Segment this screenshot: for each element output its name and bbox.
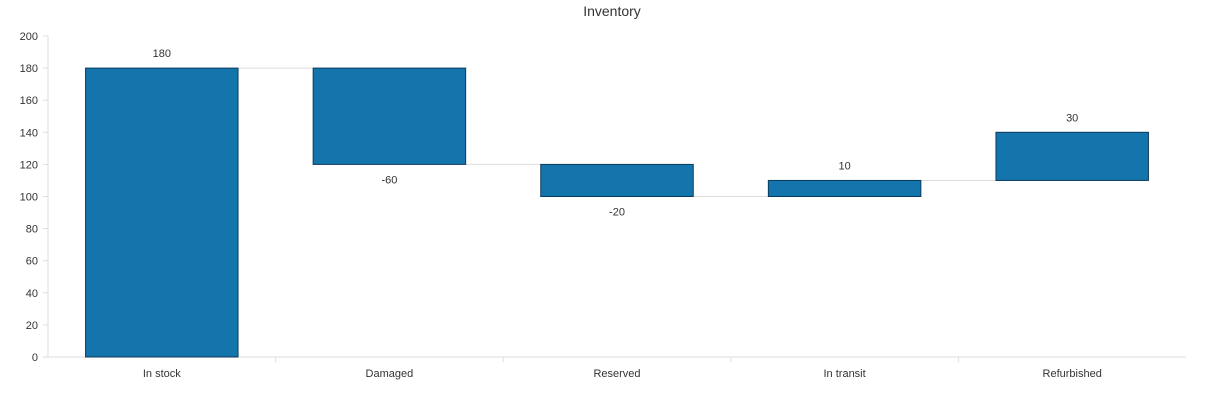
data-label: 30 — [1066, 112, 1078, 124]
y-tick-label: 120 — [20, 159, 38, 171]
y-tick-label: 40 — [26, 288, 38, 300]
y-tick-label: 160 — [20, 95, 38, 107]
waterfall-bar — [767, 179, 922, 197]
y-tick-label: 180 — [20, 63, 38, 75]
y-tick-label: 20 — [26, 320, 38, 332]
data-label: 10 — [838, 160, 850, 172]
waterfall-bar — [540, 163, 694, 197]
x-tick-label: Damaged — [366, 368, 414, 380]
data-label: -20 — [609, 207, 625, 219]
y-tick-label: 100 — [20, 192, 38, 204]
x-tick-label: Reserved — [593, 368, 640, 380]
x-tick-label: In stock — [143, 368, 181, 380]
y-tick-label: 200 — [20, 31, 38, 43]
y-tick-label: 140 — [20, 127, 38, 139]
waterfall-bar — [312, 67, 467, 165]
y-tick-label: 0 — [32, 352, 38, 364]
waterfall-bar — [995, 131, 1149, 181]
x-tick-label: In transit — [824, 368, 866, 380]
data-label: 180 — [153, 48, 171, 60]
waterfall-bar — [85, 67, 239, 358]
x-tick-label: Refurbished — [1043, 368, 1102, 380]
data-label: -60 — [381, 174, 397, 186]
y-tick-label: 60 — [26, 256, 38, 268]
chart-title: Inventory — [583, 3, 641, 19]
y-tick-label: 80 — [26, 224, 38, 236]
